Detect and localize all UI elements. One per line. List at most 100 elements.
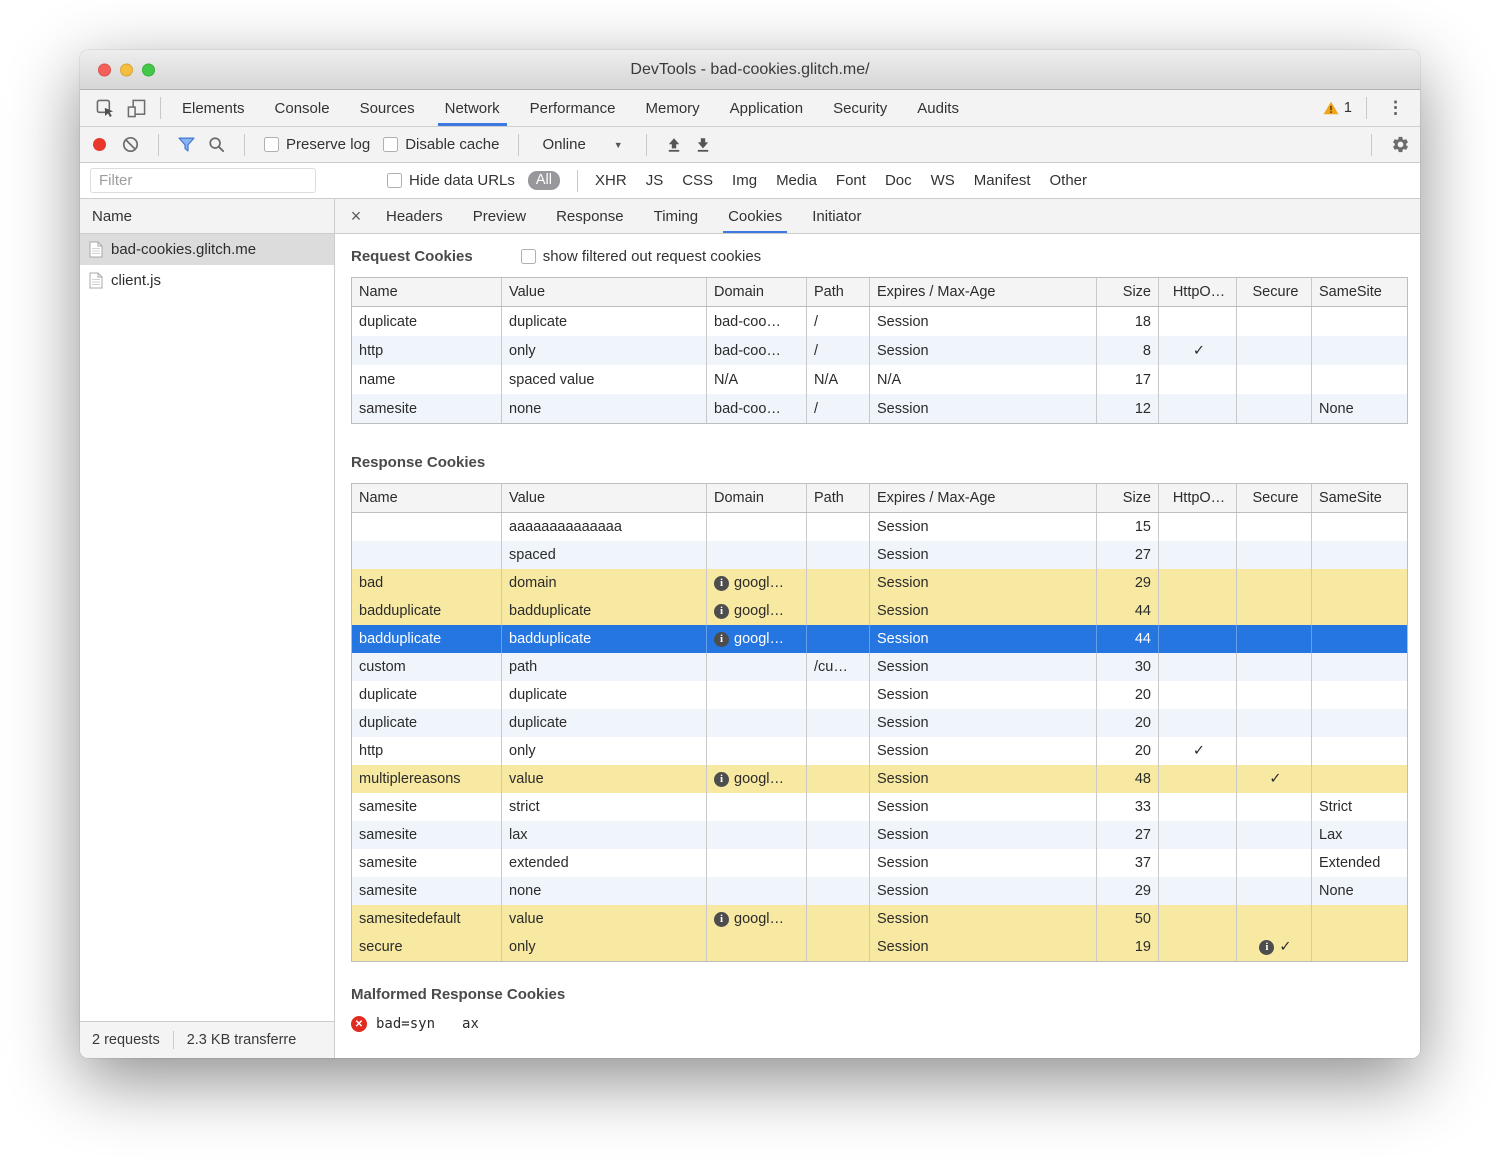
close-icon[interactable]: × xyxy=(350,205,362,226)
tab-console[interactable]: Console xyxy=(274,99,330,117)
filter-type-all[interactable]: All xyxy=(527,171,561,190)
filter-type-manifest[interactable]: Manifest xyxy=(973,172,1031,189)
cookie-secure-cell xyxy=(1237,365,1312,394)
preserve-log-checkbox[interactable]: Preserve log xyxy=(264,136,370,153)
cookie-row[interactable]: custom path/cu… Session 30 xyxy=(352,653,1407,681)
column-header-name[interactable]: Name xyxy=(352,484,502,512)
column-header-value[interactable]: Value xyxy=(502,484,707,512)
cookie-row[interactable]: duplicate duplicate bad-coo… / Session 18 xyxy=(352,307,1407,336)
column-header-expires[interactable]: Expires / Max-Age xyxy=(870,278,1097,306)
cookie-row[interactable]: samesite extended Session 37 Extended xyxy=(352,849,1407,877)
cookie-row[interactable]: multiplereasons value i googl… Session 48 ✓ xyxy=(352,765,1407,793)
cookie-row[interactable]: samesite lax Session 27 Lax xyxy=(352,821,1407,849)
show-filtered-cookies-checkbox[interactable]: show filtered out request cookies xyxy=(520,248,761,265)
detail-tab-response[interactable]: Response xyxy=(556,207,624,225)
hide-data-urls-checkbox[interactable]: Hide data URLs xyxy=(387,172,515,189)
filter-type-css[interactable]: CSS xyxy=(682,172,714,189)
filter-type-other[interactable]: Other xyxy=(1049,172,1088,189)
cookie-row[interactable]: duplicate duplicate Session 20 xyxy=(352,681,1407,709)
cookie-domain-cell: bad-coo… xyxy=(707,336,807,365)
column-header-name[interactable]: Name xyxy=(352,278,502,306)
filter-type-font[interactable]: Font xyxy=(835,172,866,189)
cookie-row[interactable]: samesite strict Session 33 Strict xyxy=(352,793,1407,821)
column-header-path[interactable]: Path xyxy=(807,278,870,306)
cookie-httponly-cell xyxy=(1159,541,1237,569)
cookie-row[interactable]: badduplicate badduplicate i googl… Session 44 xyxy=(352,597,1407,625)
device-toolbar-icon[interactable] xyxy=(127,99,146,118)
divider xyxy=(160,97,161,119)
tab-performance[interactable]: Performance xyxy=(529,99,616,117)
cookie-row[interactable]: spaced Session 27 xyxy=(352,541,1407,569)
more-options-icon[interactable]: ⋮ xyxy=(1387,98,1404,117)
column-header-secure[interactable]: Secure xyxy=(1237,278,1312,306)
cookie-row[interactable]: badduplicate badduplicate i googl… Session 44 xyxy=(352,625,1407,653)
filter-type-js[interactable]: JS xyxy=(645,172,664,189)
filter-icon[interactable] xyxy=(178,137,195,152)
export-har-icon[interactable] xyxy=(695,137,711,153)
column-header-size[interactable]: Size xyxy=(1097,484,1159,512)
cookie-row[interactable]: samesite none bad-coo… / Session 12 None xyxy=(352,394,1407,423)
cookie-row[interactable]: aaaaaaaaaaaaaa Session 15 xyxy=(352,513,1407,541)
column-header-domain[interactable]: Domain xyxy=(707,484,807,512)
document-icon xyxy=(89,272,103,289)
record-button[interactable] xyxy=(90,138,109,151)
filter-type-ws[interactable]: WS xyxy=(930,172,955,189)
search-icon[interactable] xyxy=(208,136,225,153)
throttling-dropdown[interactable]: Online ▼ xyxy=(538,136,626,153)
inspect-element-icon[interactable] xyxy=(96,99,115,118)
cookie-row[interactable]: http only bad-coo… / Session 8 ✓ xyxy=(352,336,1407,365)
disable-cache-checkbox[interactable]: Disable cache xyxy=(383,136,499,153)
warning-badge[interactable]: 1 xyxy=(1323,100,1352,116)
filter-input[interactable] xyxy=(90,168,316,193)
column-header-size[interactable]: Size xyxy=(1097,278,1159,306)
chevron-down-icon: ▼ xyxy=(613,139,623,150)
column-header-domain[interactable]: Domain xyxy=(707,278,807,306)
cookie-path-cell xyxy=(807,877,870,905)
cookie-row[interactable]: http only Session 20 ✓ xyxy=(352,737,1407,765)
filter-type-doc[interactable]: Doc xyxy=(884,172,912,189)
column-header-secure[interactable]: Secure xyxy=(1237,484,1312,512)
column-header-path[interactable]: Path xyxy=(807,484,870,512)
column-header-httponly[interactable]: HttpO… xyxy=(1159,484,1237,512)
cookie-row[interactable]: duplicate duplicate Session 20 xyxy=(352,709,1407,737)
tab-sources[interactable]: Sources xyxy=(359,99,415,117)
table-header-row: Name Value Domain Path Expires / Max-Age Size… xyxy=(352,278,1407,307)
minimize-window-button[interactable] xyxy=(120,63,133,76)
filter-type-img[interactable]: Img xyxy=(732,172,758,189)
cookie-secure-cell: ✓ xyxy=(1237,765,1312,793)
filter-type-media[interactable]: Media xyxy=(776,172,817,189)
close-window-button[interactable] xyxy=(98,63,111,76)
cookie-httponly-cell xyxy=(1159,821,1237,849)
cookie-row[interactable]: samesite none Session 29 None xyxy=(352,877,1407,905)
detail-tab-headers[interactable]: Headers xyxy=(386,207,443,225)
settings-gear-icon[interactable] xyxy=(1391,135,1410,154)
tab-memory[interactable]: Memory xyxy=(645,99,700,117)
column-header-samesite[interactable]: SameSite xyxy=(1319,490,1382,506)
response-cookies-table: Name Value Domain Path Expires / Max-Age Size… xyxy=(351,483,1408,962)
column-header-httponly[interactable]: HttpO… xyxy=(1159,278,1237,306)
filter-type-xhr[interactable]: XHR xyxy=(595,172,627,189)
tab-elements[interactable]: Elements xyxy=(182,99,245,117)
request-list-item[interactable]: client.js xyxy=(80,265,334,296)
detail-tab-cookies[interactable]: Cookies xyxy=(713,199,797,233)
requests-name-header[interactable]: Name xyxy=(80,199,334,234)
clear-icon[interactable] xyxy=(122,136,139,153)
cookie-row[interactable]: secure only Session 19 i ✓ xyxy=(352,933,1407,961)
tab-audits[interactable]: Audits xyxy=(917,99,959,117)
cookie-row[interactable]: name spaced value N/A N/A N/A 17 xyxy=(352,365,1407,394)
request-list-item[interactable]: bad-cookies.glitch.me xyxy=(80,234,334,265)
cookie-row[interactable]: samesitedefault value i googl… Session 50 xyxy=(352,905,1407,933)
column-header-value[interactable]: Value xyxy=(502,278,707,306)
cookie-expires-cell: Session xyxy=(870,336,1097,365)
detail-tab-initiator[interactable]: Initiator xyxy=(812,207,862,225)
column-header-expires[interactable]: Expires / Max-Age xyxy=(870,484,1097,512)
tab-network[interactable]: Network xyxy=(430,90,515,126)
tab-application[interactable]: Application xyxy=(729,99,804,117)
cookie-row[interactable]: bad domain i googl… Session 29 xyxy=(352,569,1407,597)
import-har-icon[interactable] xyxy=(666,137,682,153)
detail-tab-timing[interactable]: Timing xyxy=(653,207,699,225)
zoom-window-button[interactable] xyxy=(142,63,155,76)
tab-security[interactable]: Security xyxy=(833,99,888,117)
column-header-samesite[interactable]: SameSite xyxy=(1319,284,1382,300)
detail-tab-preview[interactable]: Preview xyxy=(472,207,527,225)
